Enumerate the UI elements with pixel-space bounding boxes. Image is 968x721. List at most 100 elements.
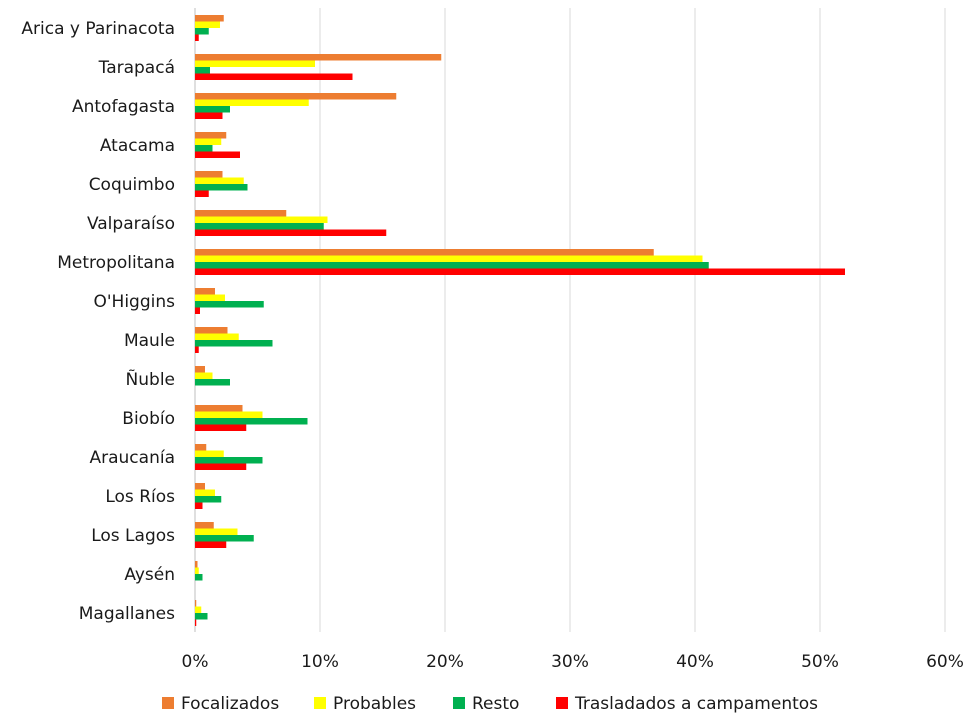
bar-probables bbox=[195, 411, 263, 418]
category-label: Coquimbo bbox=[89, 175, 175, 195]
bar-resto bbox=[195, 613, 208, 620]
bar-trasladados-a-campamentos bbox=[195, 619, 197, 626]
category-label: O'Higgins bbox=[94, 292, 176, 312]
bar-trasladados-a-campamentos bbox=[195, 541, 227, 548]
bar-focalizados bbox=[195, 522, 214, 529]
category-label: Valparaíso bbox=[87, 214, 175, 234]
bar-focalizados bbox=[195, 93, 397, 100]
bar-focalizados bbox=[195, 483, 205, 490]
legend-swatch bbox=[162, 697, 174, 709]
legend-label: Resto bbox=[472, 694, 519, 714]
bar-trasladados-a-campamentos bbox=[195, 502, 203, 509]
bar-trasladados-a-campamentos bbox=[195, 463, 247, 470]
bar-trasladados-a-campamentos bbox=[195, 34, 199, 41]
x-tick-label: 60% bbox=[926, 652, 964, 672]
bar-resto bbox=[195, 457, 263, 464]
legend-label: Focalizados bbox=[181, 694, 279, 714]
bar-probables bbox=[195, 333, 239, 340]
bar-focalizados bbox=[195, 600, 197, 607]
bar-trasladados-a-campamentos bbox=[195, 268, 845, 275]
bar-focalizados bbox=[195, 249, 654, 256]
legend: Focalizados Probables Resto Trasladados a c… bbox=[162, 694, 818, 714]
category-label: Magallanes bbox=[79, 604, 175, 624]
bar-probables bbox=[195, 177, 244, 184]
bar-probables bbox=[195, 567, 199, 574]
category-label: Ñuble bbox=[126, 368, 175, 390]
bar-probables bbox=[195, 138, 222, 145]
category-label: Maule bbox=[124, 331, 175, 351]
category-label: Los Ríos bbox=[105, 487, 175, 507]
bar-resto bbox=[195, 28, 209, 35]
bar-trasladados-a-campamentos bbox=[195, 346, 199, 353]
x-tick-label: 0% bbox=[182, 652, 209, 672]
x-tick-label: 50% bbox=[801, 652, 839, 672]
category-label: Araucanía bbox=[90, 448, 176, 468]
x-tick-labels: 0% 10% 20% 30% 40% 50% 60% bbox=[182, 652, 964, 672]
bar-resto bbox=[195, 223, 324, 230]
category-label: Aysén bbox=[124, 565, 175, 585]
bar-probables bbox=[195, 21, 220, 28]
bar-probables bbox=[195, 489, 215, 496]
bar-resto bbox=[195, 418, 308, 425]
category-label: Arica y Parinacota bbox=[21, 19, 175, 39]
x-tick-label: 20% bbox=[426, 652, 464, 672]
bar-probables bbox=[195, 216, 328, 223]
bar-focalizados bbox=[195, 366, 205, 373]
category-label: Biobío bbox=[122, 409, 175, 429]
bar-focalizados bbox=[195, 327, 228, 334]
bar-focalizados bbox=[195, 15, 224, 22]
bar-trasladados-a-campamentos bbox=[195, 190, 209, 197]
bar-probables bbox=[195, 255, 703, 262]
bar-focalizados bbox=[195, 288, 215, 295]
x-tick-label: 30% bbox=[551, 652, 589, 672]
bar-resto bbox=[195, 145, 213, 152]
category-label: Los Lagos bbox=[91, 526, 175, 546]
bar-resto bbox=[195, 535, 254, 542]
bar-focalizados bbox=[195, 210, 287, 217]
legend-label: Probables bbox=[333, 694, 416, 714]
bar-probables bbox=[195, 528, 238, 535]
bar-resto bbox=[195, 340, 273, 347]
bar-resto bbox=[195, 262, 709, 269]
bar-trasladados-a-campamentos bbox=[195, 229, 387, 236]
bar-resto bbox=[195, 496, 222, 503]
bar-resto bbox=[195, 574, 203, 581]
bar-focalizados bbox=[195, 54, 442, 61]
category-label: Antofagasta bbox=[72, 97, 175, 117]
category-labels: Arica y Parinacota Tarapacá Antofagasta Ata… bbox=[21, 19, 175, 624]
bar-focalizados bbox=[195, 444, 207, 451]
bar-trasladados-a-campamentos bbox=[195, 424, 247, 431]
bar-trasladados-a-campamentos bbox=[195, 73, 353, 80]
bar-probables bbox=[195, 294, 225, 301]
bar-focalizados bbox=[195, 132, 227, 139]
bar-resto bbox=[195, 379, 230, 386]
bar-trasladados-a-campamentos bbox=[195, 112, 223, 119]
x-tick-label: 10% bbox=[301, 652, 339, 672]
bar-resto bbox=[195, 184, 248, 191]
bar-focalizados bbox=[195, 171, 223, 178]
bar-focalizados bbox=[195, 405, 243, 412]
bar-probables bbox=[195, 60, 315, 67]
bar-resto bbox=[195, 106, 230, 113]
x-tick-label: 40% bbox=[676, 652, 714, 672]
bar-probables bbox=[195, 372, 213, 379]
bar-resto bbox=[195, 67, 210, 74]
bar-resto bbox=[195, 301, 264, 308]
bar-probables bbox=[195, 606, 202, 613]
bars bbox=[195, 15, 845, 626]
legend-label: Trasladados a campamentos bbox=[574, 694, 818, 714]
category-label: Tarapacá bbox=[98, 58, 175, 78]
legend-swatch bbox=[556, 697, 568, 709]
bar-trasladados-a-campamentos bbox=[195, 151, 240, 158]
bar-trasladados-a-campamentos bbox=[195, 307, 200, 314]
category-label: Metropolitana bbox=[57, 253, 175, 273]
bar-probables bbox=[195, 450, 224, 457]
gridlines bbox=[194, 8, 946, 632]
category-label: Atacama bbox=[100, 136, 175, 156]
bar-probables bbox=[195, 99, 309, 106]
bar-focalizados bbox=[195, 561, 198, 568]
legend-swatch bbox=[314, 697, 326, 709]
legend-swatch bbox=[453, 697, 465, 709]
